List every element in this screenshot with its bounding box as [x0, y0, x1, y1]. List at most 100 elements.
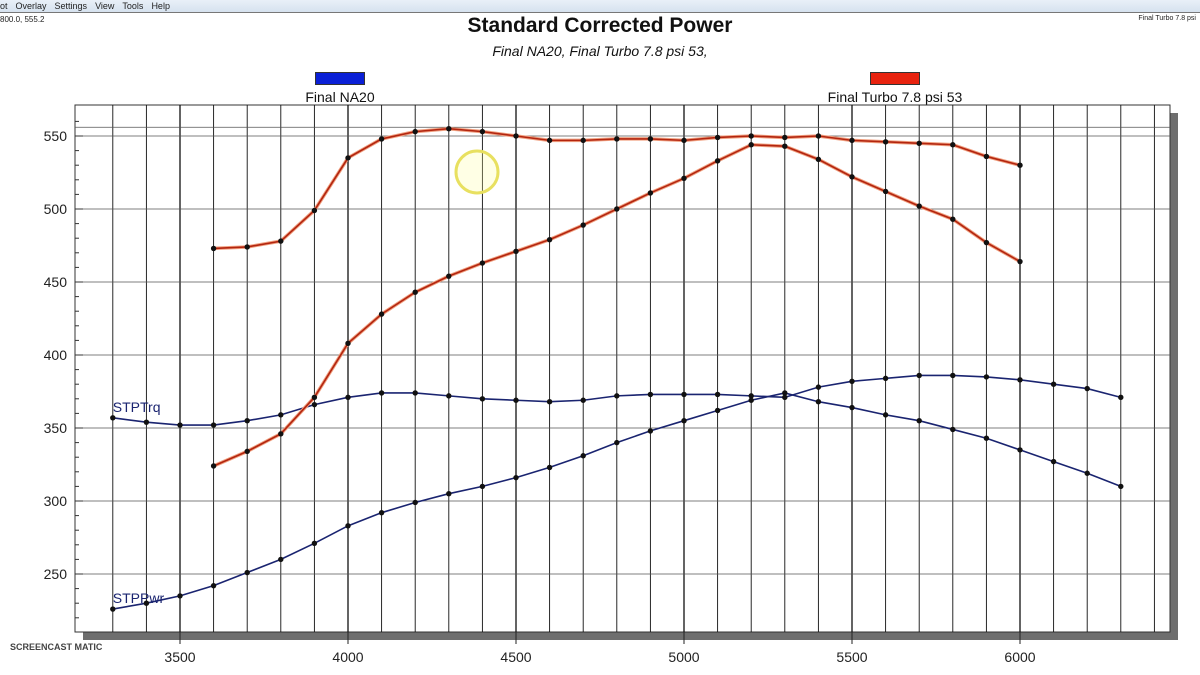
data-point: [782, 390, 788, 396]
data-point: [446, 273, 452, 279]
data-point: [983, 239, 990, 246]
data-point: [983, 374, 990, 380]
data-point: [714, 407, 721, 414]
y-tick-label: 550: [44, 128, 68, 144]
data-point: [345, 523, 351, 529]
data-point: [1084, 385, 1090, 392]
data-point: [244, 418, 250, 424]
cursor-readout: 800.0, 555.2: [0, 15, 45, 24]
data-point: [916, 372, 922, 379]
data-point: [311, 394, 318, 401]
y-tick-label: 450: [44, 274, 68, 290]
data-point: [210, 245, 217, 252]
menu-overlay[interactable]: Overlay: [15, 1, 47, 11]
data-point: [546, 236, 553, 243]
data-point: [916, 203, 922, 209]
data-point: [1017, 258, 1023, 265]
data-point: [815, 384, 822, 390]
data-point: [815, 399, 822, 405]
data-point: [849, 378, 855, 384]
cursor-highlight-icon: [454, 149, 500, 195]
data-point: [110, 415, 116, 421]
data-point: [916, 418, 922, 424]
data-point: [614, 206, 620, 212]
data-point: [177, 422, 183, 428]
data-point: [748, 133, 754, 139]
data-point: [143, 419, 150, 425]
legend-swatch: [315, 72, 365, 85]
y-tick-label: 250: [44, 566, 68, 582]
menu-help[interactable]: Help: [151, 1, 170, 11]
plot-area: [74, 104, 1171, 633]
series-annotation: STPPwr: [113, 590, 165, 606]
data-point: [479, 260, 486, 266]
data-point: [1118, 394, 1124, 401]
data-point: [110, 606, 116, 612]
data-point: [345, 394, 351, 401]
menu-tools[interactable]: Tools: [122, 1, 144, 11]
data-point: [714, 134, 721, 141]
data-point: [546, 464, 553, 471]
data-point: [714, 391, 721, 398]
data-point: [849, 174, 855, 180]
data-point: [479, 128, 486, 135]
data-point: [412, 499, 418, 506]
data-point: [1017, 377, 1023, 383]
data-point: [950, 142, 956, 148]
data-point: [378, 311, 385, 317]
data-point: [950, 372, 956, 379]
data-point: [210, 463, 217, 469]
data-point: [714, 158, 721, 164]
data-point: [446, 393, 452, 399]
data-point: [681, 175, 687, 182]
data-point: [546, 137, 553, 144]
data-point: [882, 375, 889, 382]
data-point: [412, 289, 418, 295]
data-point: [278, 556, 284, 563]
data-point: [849, 404, 855, 411]
data-point: [311, 207, 318, 214]
data-point: [950, 216, 956, 222]
data-point: [782, 143, 788, 149]
data-point: [479, 483, 486, 490]
data-point: [983, 153, 990, 160]
data-point: [345, 340, 351, 347]
data-point: [446, 491, 452, 497]
x-tick-label: 5000: [668, 649, 699, 665]
data-point: [1050, 381, 1057, 387]
data-point: [513, 133, 519, 139]
data-point: [244, 448, 250, 455]
menu-plot[interactable]: ot: [0, 1, 8, 11]
legend-item-turbo[interactable]: Final Turbo 7.8 psi 53: [800, 72, 990, 105]
data-point: [647, 136, 654, 142]
data-point: [446, 126, 452, 132]
data-point: [412, 390, 418, 396]
data-point: [210, 422, 217, 428]
menu-view[interactable]: View: [95, 1, 115, 11]
y-tick-label: 300: [44, 493, 68, 509]
data-point: [513, 474, 519, 481]
data-point: [345, 155, 351, 161]
menu-settings[interactable]: Settings: [54, 1, 88, 11]
data-point: [950, 426, 956, 433]
data-point: [580, 453, 586, 459]
legend-label: Final NA20: [305, 89, 375, 105]
x-tick-label: 6000: [1004, 649, 1035, 665]
data-point: [782, 134, 788, 141]
data-point: [681, 137, 687, 144]
data-point: [614, 393, 620, 399]
y-tick-label: 400: [44, 347, 68, 363]
data-point: [815, 156, 822, 163]
data-point: [311, 401, 318, 408]
data-point: [748, 397, 754, 403]
data-point: [849, 137, 855, 144]
data-point: [1118, 483, 1124, 490]
data-point: [278, 412, 284, 418]
data-point: [882, 412, 889, 418]
legend-label: Final Turbo 7.8 psi 53: [827, 89, 963, 105]
screencast-watermark: SCREENCAST MATIC: [10, 642, 103, 652]
data-point: [378, 509, 385, 516]
legend-item-na20[interactable]: Final NA20: [280, 72, 400, 105]
data-point: [815, 133, 822, 139]
